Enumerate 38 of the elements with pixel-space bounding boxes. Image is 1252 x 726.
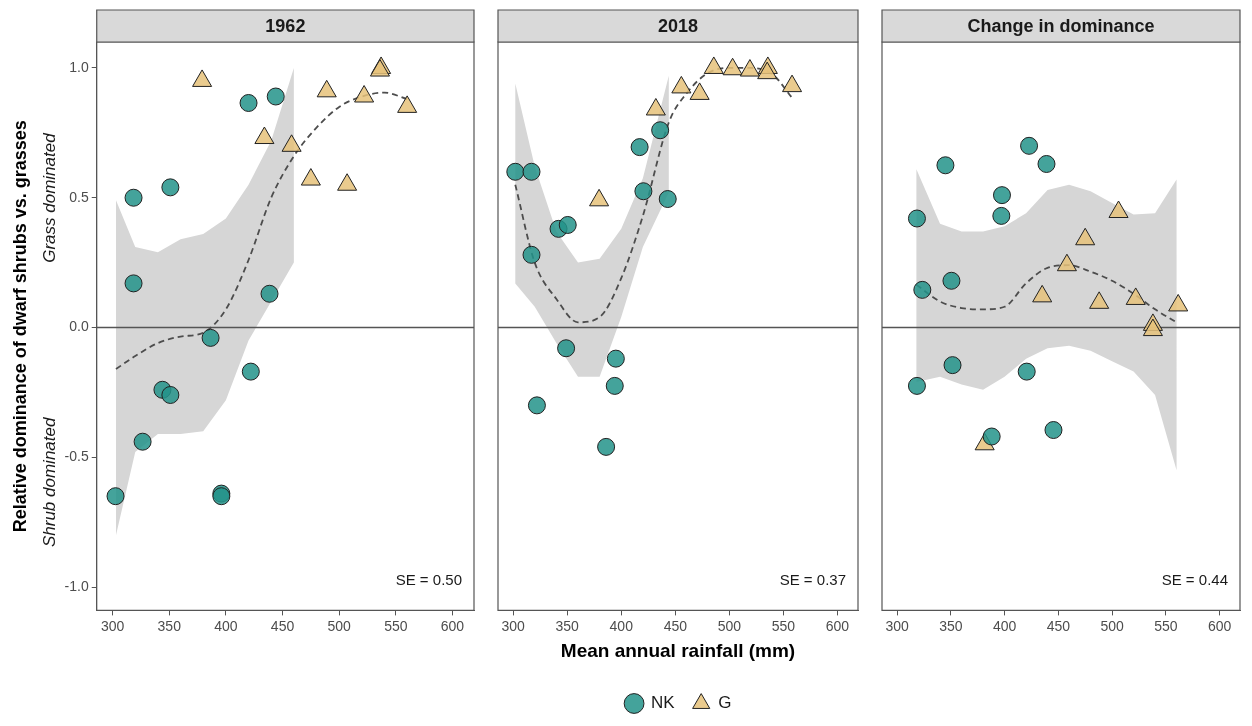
x-tick-label: 500 [327,617,352,634]
x-tick-label: 600 [440,617,465,634]
y-tick-label: -0.5 [64,448,89,465]
y-axis-title: Relative dominance of dwarf shrubs vs. grasses [9,120,30,533]
legend-label: NK [651,693,676,713]
x-tick-label: 300 [885,617,909,634]
x-tick-label: 500 [717,617,742,634]
chart-title: 1962 [265,15,306,36]
y-tick-label: 0.5 [69,188,89,205]
x-tick-label: 350 [555,617,580,634]
x-tick-label: 350 [939,617,963,634]
text: Shrub dominated [39,417,59,548]
x-tick-label: 550 [1154,617,1178,634]
annotation: SE = 0.44 [1161,571,1228,589]
chart-title: Change in dominance [967,15,1155,36]
x-tick-label: 400 [992,617,1017,634]
x-tick-label: 450 [270,617,295,634]
x-tick-label: 600 [1207,617,1232,634]
x-tick-label: 500 [1100,617,1124,634]
y-tick-label: -1.0 [64,577,89,594]
x-tick-label: 600 [825,617,850,634]
legend-label: G [718,693,732,713]
annotation: SE = 0.50 [395,571,462,589]
x-tick-label: 550 [384,617,408,634]
chart-title: 2018 [657,15,699,36]
x-tick-label: 550 [771,617,796,634]
annotation: SE = 0.37 [779,571,846,589]
x-axis-title: Mean annual rainfall (mm) [560,639,796,661]
text: Grass dominated [39,132,59,263]
x-tick-label: 400 [214,617,238,634]
x-tick-label: 450 [1046,617,1071,634]
x-tick-label: 300 [100,617,125,634]
x-tick-label: 300 [501,617,526,634]
x-tick-label: 400 [609,617,634,634]
y-tick-label: 0.0 [69,318,89,335]
x-tick-label: 450 [663,617,688,634]
y-tick-label: 1.0 [69,58,89,75]
x-tick-label: 350 [157,617,182,634]
